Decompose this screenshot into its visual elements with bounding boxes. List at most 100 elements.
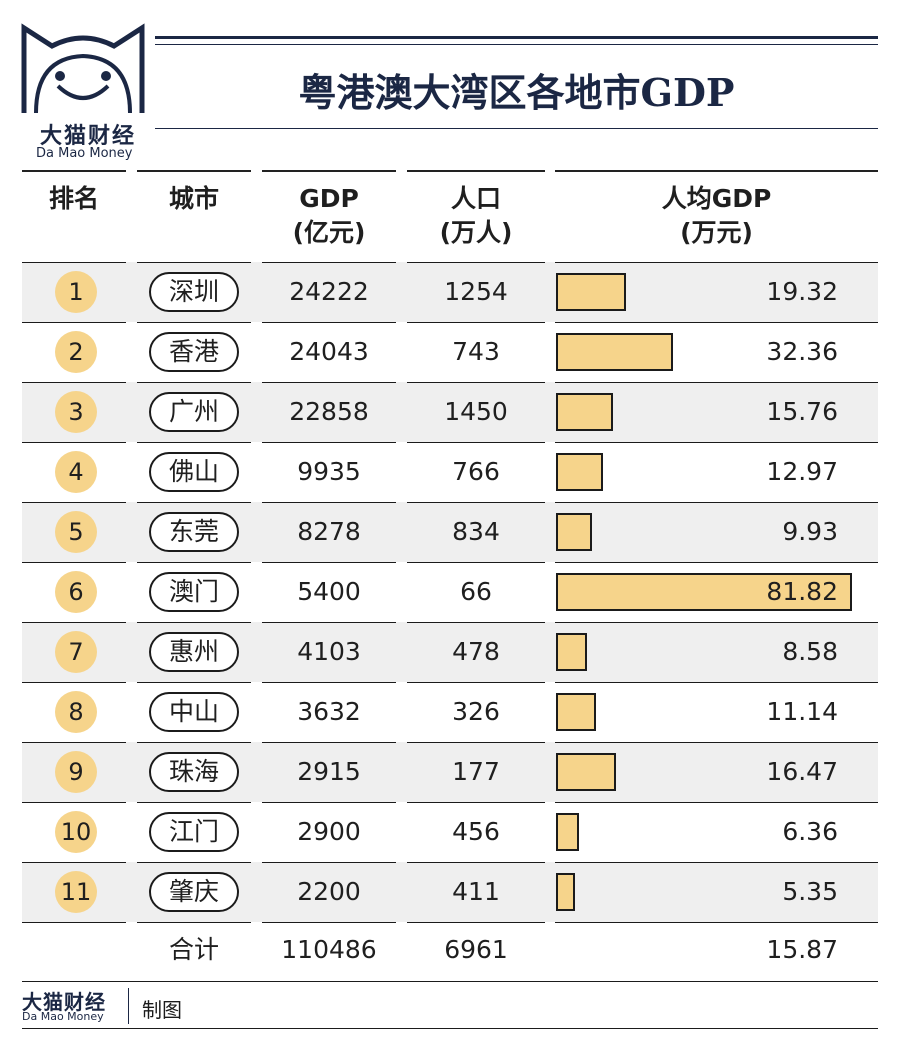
row-divider <box>22 922 126 923</box>
footer-brand-cn: 大猫财经 <box>22 990 106 1014</box>
population-cell: 411 <box>452 877 500 906</box>
brand-name-en: Da Mao Money <box>36 146 133 161</box>
row-divider <box>555 682 878 683</box>
cat-face-icon <box>21 23 145 114</box>
per-capita-label: 19.32 <box>766 277 838 306</box>
per-capita-bar <box>556 273 626 311</box>
population-cell: 66 <box>460 577 492 606</box>
rank-badge: 2 <box>55 331 97 373</box>
per-capita-bar <box>556 753 616 791</box>
rank-badge: 9 <box>55 751 97 793</box>
per-capita-label: 5.35 <box>782 877 838 906</box>
per-capita-label: 16.47 <box>766 757 838 786</box>
header-gdp: GDP (亿元) <box>262 170 396 262</box>
city-pill: 江门 <box>149 812 239 852</box>
city-pill: 惠州 <box>149 632 239 672</box>
row-divider <box>22 442 126 443</box>
city-pill: 澳门 <box>149 572 239 612</box>
rank-badge: 10 <box>55 811 97 853</box>
city-pill: 肇庆 <box>149 872 239 912</box>
per-capita-bar <box>556 333 673 371</box>
rank-badge: 7 <box>55 631 97 673</box>
row-divider <box>22 862 126 863</box>
row-divider <box>262 442 396 443</box>
row-divider <box>137 622 251 623</box>
row-divider <box>407 802 545 803</box>
footer-brand-en: Da Mao Money <box>22 1010 104 1023</box>
per-capita-bar <box>556 453 603 491</box>
row-divider <box>137 262 251 263</box>
population-cell: 834 <box>452 517 500 546</box>
per-capita-label: 32.36 <box>766 337 838 366</box>
row-divider <box>262 562 396 563</box>
row-divider <box>22 622 126 623</box>
rank-badge: 11 <box>55 871 97 913</box>
row-divider <box>137 862 251 863</box>
row-divider <box>407 382 545 383</box>
gdp-cell: 5400 <box>297 577 361 606</box>
gdp-cell: 22858 <box>289 397 369 426</box>
total-gdp: 110486 <box>281 935 377 964</box>
per-capita-bar <box>556 393 613 431</box>
header-rule-bottom <box>155 128 878 129</box>
row-divider <box>137 442 251 443</box>
gdp-cell: 2900 <box>297 817 361 846</box>
row-divider <box>407 682 545 683</box>
population-cell: 743 <box>452 337 500 366</box>
rank-badge: 8 <box>55 691 97 733</box>
header-per-capita-unit: (万元) <box>680 218 753 247</box>
row-divider <box>262 862 396 863</box>
gdp-cell: 4103 <box>297 637 361 666</box>
row-divider <box>407 562 545 563</box>
row-divider <box>555 262 878 263</box>
row-divider <box>262 742 396 743</box>
row-divider <box>407 622 545 623</box>
row-divider <box>22 262 126 263</box>
header-rule-top <box>155 36 878 39</box>
rank-badge: 1 <box>55 271 97 313</box>
rank-badge: 3 <box>55 391 97 433</box>
population-cell: 1254 <box>444 277 508 306</box>
city-pill: 珠海 <box>149 752 239 792</box>
city-pill: 佛山 <box>149 452 239 492</box>
row-divider <box>555 382 878 383</box>
population-cell: 478 <box>452 637 500 666</box>
per-capita-bar <box>556 573 852 611</box>
city-pill: 中山 <box>149 692 239 732</box>
header-population: 人口 (万人) <box>407 170 545 262</box>
gdp-cell: 2200 <box>297 877 361 906</box>
per-capita-bar <box>556 873 575 911</box>
row-divider <box>262 682 396 683</box>
row-divider <box>262 922 396 923</box>
population-cell: 456 <box>452 817 500 846</box>
row-divider <box>137 742 251 743</box>
footer-divider <box>128 988 129 1024</box>
row-divider <box>22 802 126 803</box>
footer-rule-top <box>22 981 878 982</box>
gdp-cell: 24043 <box>289 337 369 366</box>
per-capita-label: 81.82 <box>766 577 838 606</box>
per-capita-label: 9.93 <box>782 517 838 546</box>
row-divider <box>262 322 396 323</box>
rank-badge: 6 <box>55 571 97 613</box>
total-label: 合计 <box>168 935 219 964</box>
per-capita-label: 8.58 <box>782 637 838 666</box>
row-divider <box>137 562 251 563</box>
header-rule-top-thin <box>155 44 878 45</box>
row-divider <box>407 922 545 923</box>
row-divider <box>555 622 878 623</box>
city-pill: 深圳 <box>149 272 239 312</box>
header-population-unit: (万人) <box>439 218 513 247</box>
per-capita-bar <box>556 633 587 671</box>
per-capita-bar <box>556 813 579 851</box>
row-divider <box>22 502 126 503</box>
row-divider <box>407 262 545 263</box>
row-divider <box>407 442 545 443</box>
population-cell: 326 <box>452 697 500 726</box>
row-divider <box>262 622 396 623</box>
per-capita-label: 15.76 <box>766 397 838 426</box>
gdp-cell: 2915 <box>297 757 361 786</box>
per-capita-bar <box>556 693 596 731</box>
gdp-cell: 24222 <box>289 277 369 306</box>
header-per-capita-label: 人均GDP <box>661 184 772 213</box>
